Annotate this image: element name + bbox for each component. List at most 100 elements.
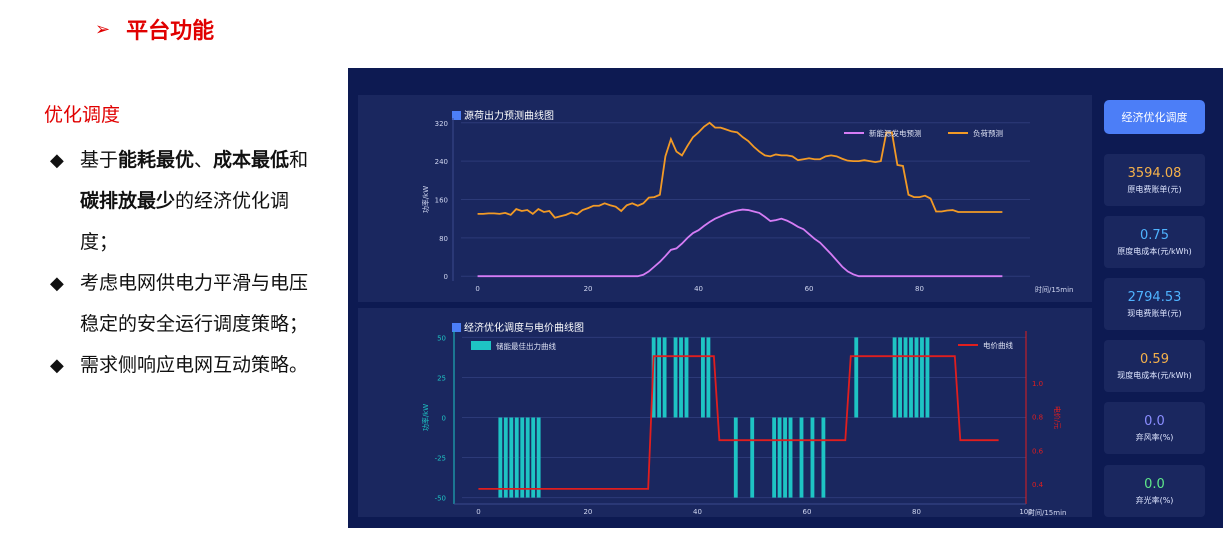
y-tick-label: -50 bbox=[435, 495, 446, 503]
storage-bar bbox=[733, 417, 738, 498]
y-tick-label: 0 bbox=[442, 415, 446, 423]
storage-bar bbox=[498, 417, 503, 498]
storage-bar bbox=[503, 417, 508, 498]
storage-bar bbox=[525, 417, 530, 498]
storage-bar bbox=[673, 337, 678, 418]
bullet-text: 基于能耗最优、成本最低和碳排放最少的经济优化调度； bbox=[80, 140, 310, 263]
metric-label: 弃光率(%) bbox=[1135, 495, 1174, 505]
series-line bbox=[477, 208, 1003, 278]
storage-bar bbox=[783, 417, 787, 498]
legend-label: 储能最佳出力曲线 bbox=[496, 341, 556, 351]
metric-value: 0.75 bbox=[1140, 227, 1169, 243]
storage-bar bbox=[903, 337, 908, 418]
y-axis-label: 功率/kW bbox=[421, 404, 430, 431]
metric-card: 0.59 现度电成本(元/kWh) bbox=[1104, 340, 1205, 392]
y-tick-label: 0 bbox=[444, 273, 448, 281]
storage-bar bbox=[920, 337, 924, 418]
storage-bar bbox=[909, 337, 913, 418]
y-tick-label: 25 bbox=[437, 374, 446, 382]
y-tick-label: 320 bbox=[435, 120, 448, 128]
storage-bar bbox=[514, 417, 519, 498]
y-tick-label: 240 bbox=[435, 158, 448, 166]
storage-bar bbox=[657, 337, 662, 418]
y2-tick-label: 0.6 bbox=[1032, 447, 1044, 455]
storage-bar bbox=[898, 337, 902, 418]
metric-value: 0.0 bbox=[1144, 476, 1165, 492]
diamond-bullet-icon: ◆ bbox=[50, 355, 64, 376]
storage-bar bbox=[706, 337, 711, 418]
y-tick-label: 160 bbox=[435, 197, 448, 205]
bullet-segment: 考虑电网供电力平滑与电压稳定的安全运行调度策略； bbox=[80, 272, 309, 335]
x-tick-label: 80 bbox=[912, 508, 921, 516]
storage-bar bbox=[662, 337, 667, 418]
economic-optimize-button[interactable]: 经济优化调度 bbox=[1104, 100, 1205, 134]
x-tick-label: 60 bbox=[803, 508, 812, 516]
bold-keyword: 能耗最优 bbox=[118, 149, 195, 171]
x-tick-label: 0 bbox=[475, 285, 479, 293]
dispatch-chart-panel: 经济优化调度与电价曲线图 -50 -25 0 25 50 0.4 0.6 0.8 1.0 0 20 40… bbox=[358, 308, 1092, 517]
storage-bar bbox=[531, 417, 536, 498]
x-tick-label: 40 bbox=[693, 508, 702, 516]
y2-tick-label: 0.4 bbox=[1032, 481, 1044, 489]
section-title: 优化调度 bbox=[44, 104, 121, 126]
forecast-chart-panel: 源荷出力预测曲线图 0 80 160 240 320 0 20 40 60 80 时间/15min 功率… bbox=[358, 95, 1092, 302]
bullet-text: 需求侧响应电网互动策略。 bbox=[80, 345, 308, 386]
metric-label: 现电费账单(元) bbox=[1127, 308, 1182, 318]
y2-tick-label: 1.0 bbox=[1032, 380, 1043, 388]
storage-bar bbox=[520, 417, 525, 498]
x-tick-label: 80 bbox=[915, 285, 924, 293]
bullet-segment: 需求侧响应电网互动策略。 bbox=[80, 354, 309, 376]
title-marker bbox=[452, 111, 461, 120]
page-title: 平台功能 bbox=[126, 19, 215, 44]
y-axis-label: 功率/kW bbox=[421, 186, 430, 213]
legend-label: 负荷预测 bbox=[973, 128, 1003, 138]
chart-title: 经济优化调度与电价曲线图 bbox=[464, 321, 584, 334]
x-tick-label: 20 bbox=[583, 508, 592, 516]
storage-bar bbox=[788, 417, 793, 498]
page-heading: ➢ 平台功能 bbox=[95, 14, 215, 45]
diamond-bullet-icon: ◆ bbox=[50, 273, 64, 294]
x-tick-label: 60 bbox=[805, 285, 814, 293]
y2-tick-label: 0.8 bbox=[1032, 414, 1043, 422]
storage-bar bbox=[854, 337, 859, 418]
metric-value: 0.0 bbox=[1144, 413, 1165, 429]
feature-bullet: ◆ 需求侧响应电网互动策略。 bbox=[50, 345, 310, 386]
feature-bullet-list: ◆ 基于能耗最优、成本最低和碳排放最少的经济优化调度； ◆ 考虑电网供电力平滑与电压稳… bbox=[50, 140, 310, 386]
chart-title: 源荷出力预测曲线图 bbox=[464, 109, 554, 122]
bold-keyword: 碳排放最少 bbox=[80, 190, 176, 212]
dispatch-chart: 经济优化调度与电价曲线图 -50 -25 0 25 50 0.4 0.6 0.8 1.0 0 20 40… bbox=[421, 321, 1066, 517]
storage-bar bbox=[750, 417, 755, 498]
metric-value: 2794.53 bbox=[1127, 289, 1182, 305]
storage-bar bbox=[701, 337, 705, 418]
y2-axis-label: 电价/元 bbox=[1053, 406, 1062, 429]
bullet-segment: 基于 bbox=[80, 149, 119, 171]
x-tick-label: 20 bbox=[584, 285, 593, 293]
storage-bar bbox=[679, 337, 683, 418]
feature-bullet: ◆ 基于能耗最优、成本最低和碳排放最少的经济优化调度； bbox=[50, 140, 310, 263]
bullet-segment: 、 bbox=[194, 149, 214, 171]
metric-value: 0.59 bbox=[1140, 351, 1169, 367]
storage-bar bbox=[536, 417, 541, 498]
x-tick-label: 40 bbox=[694, 285, 703, 293]
metric-card: 3594.08 原电费账单(元) bbox=[1104, 154, 1205, 206]
x-tick-label: 100 bbox=[1019, 508, 1032, 516]
storage-bar bbox=[821, 417, 826, 498]
feature-bullet: ◆ 考虑电网供电力平滑与电压稳定的安全运行调度策略； bbox=[50, 263, 310, 345]
dashboard-screenshot: 源荷出力预测曲线图 0 80 160 240 320 0 20 40 60 80 时间/15min 功率… bbox=[348, 68, 1223, 528]
metric-label: 原电费账单(元) bbox=[1127, 184, 1182, 194]
price-line bbox=[478, 355, 999, 490]
x-axis-label: 时间/15min bbox=[1035, 285, 1073, 294]
metric-card: 2794.53 现电费账单(元) bbox=[1104, 278, 1205, 330]
metric-card: 0.0 弃风率(%) bbox=[1104, 402, 1205, 454]
metric-value: 3594.08 bbox=[1127, 165, 1182, 181]
series-line bbox=[477, 121, 1003, 219]
legend-swatch bbox=[471, 341, 491, 350]
bullet-text: 考虑电网供电力平滑与电压稳定的安全运行调度策略； bbox=[80, 263, 310, 345]
storage-bar bbox=[777, 417, 782, 498]
bold-keyword: 成本最低 bbox=[213, 149, 290, 171]
metric-card: 0.75 原度电成本(元/kWh) bbox=[1104, 216, 1205, 268]
metric-card: 0.0 弃光率(%) bbox=[1104, 465, 1205, 517]
storage-bar bbox=[925, 337, 930, 418]
metric-label: 弃风率(%) bbox=[1135, 432, 1174, 442]
diamond-bullet-icon: ◆ bbox=[50, 150, 64, 171]
